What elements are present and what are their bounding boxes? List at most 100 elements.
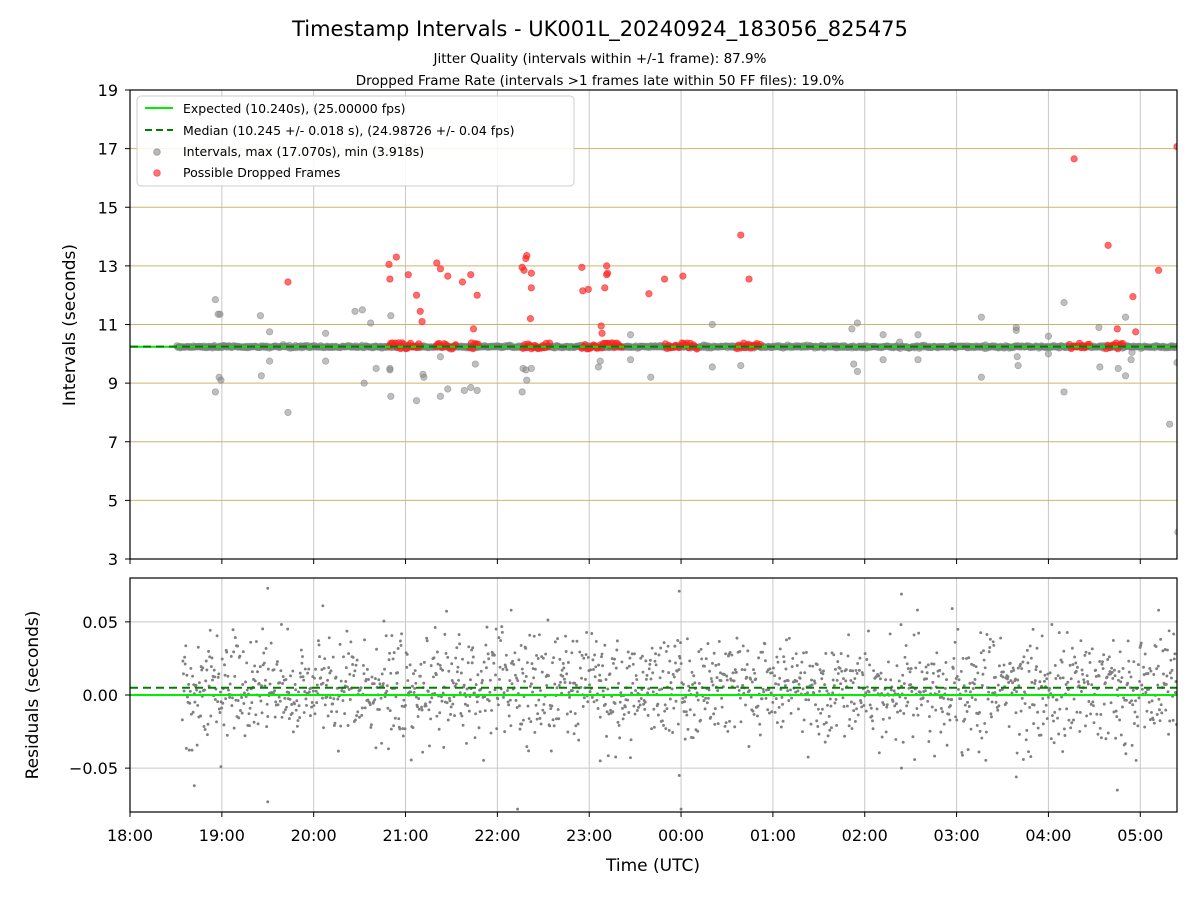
residual-point <box>268 682 272 686</box>
residual-point <box>526 704 530 708</box>
residual-point <box>942 722 946 726</box>
residual-point <box>716 689 720 693</box>
residual-point <box>287 717 291 721</box>
residual-point <box>420 708 424 712</box>
residual-point <box>724 652 728 656</box>
residual-point <box>465 687 469 691</box>
residual-point <box>560 691 564 695</box>
residual-point <box>182 689 186 693</box>
residual-point <box>1052 719 1056 723</box>
residual-point <box>368 703 372 707</box>
residual-point <box>514 673 517 677</box>
residual-point <box>908 670 912 674</box>
residual-point <box>571 639 575 643</box>
residual-point <box>1053 710 1057 714</box>
residual-point <box>471 646 475 650</box>
residual-point <box>490 708 493 712</box>
residual-point <box>973 678 977 681</box>
residual-point <box>291 669 295 673</box>
residual-point <box>343 712 347 716</box>
dropped-frame-point <box>1129 293 1137 301</box>
residual-point <box>562 666 566 670</box>
interval-outlier-point <box>284 408 292 417</box>
dropped-frame-point <box>386 275 394 283</box>
residual-point <box>311 689 315 693</box>
residual-point <box>537 698 541 702</box>
residual-point <box>547 674 550 678</box>
x-axis-ticks: 18:00 19:00 20:00 21:00 22:00 23:00 00:00 01:00… <box>107 812 1163 845</box>
interval-outlier-point <box>436 353 445 361</box>
residual-point <box>589 668 593 672</box>
residual-point <box>334 675 338 679</box>
residual-point <box>606 687 610 691</box>
residual-point <box>227 688 230 692</box>
residual-point <box>1164 708 1168 712</box>
residual-point <box>521 718 525 722</box>
residual-point <box>215 720 218 724</box>
residual-point <box>436 650 439 654</box>
residual-point <box>688 708 692 712</box>
residual-point <box>802 718 806 722</box>
residual-points <box>180 586 1177 816</box>
residual-point <box>888 716 892 720</box>
residual-point <box>381 682 385 685</box>
residual-point <box>570 651 574 655</box>
residual-point <box>357 715 361 719</box>
residual-point <box>188 701 192 705</box>
residual-point <box>297 704 301 708</box>
residual-point <box>296 719 300 722</box>
residual-point <box>938 668 942 672</box>
residual-point <box>644 659 648 663</box>
interval-outlier-point <box>211 295 220 304</box>
residual-point <box>277 695 281 699</box>
residual-point <box>767 688 771 692</box>
residual-point <box>479 669 483 673</box>
residual-point <box>570 689 574 693</box>
residual-point <box>584 677 587 681</box>
residual-point <box>984 758 988 762</box>
residual-point <box>509 608 513 612</box>
residual-point <box>1123 742 1127 746</box>
dropped-frame-point <box>545 339 554 347</box>
residual-point <box>1125 698 1128 702</box>
residual-point <box>247 712 251 716</box>
residual-point <box>774 682 778 686</box>
residual-point <box>245 688 249 692</box>
residual-point <box>303 690 307 694</box>
residual-point <box>492 653 496 657</box>
residual-point <box>984 730 988 734</box>
residual-point <box>635 678 639 682</box>
residual-point <box>436 662 440 666</box>
residual-point <box>1095 712 1099 716</box>
residual-point <box>598 759 602 763</box>
residual-point <box>599 679 603 683</box>
residual-point <box>682 710 686 714</box>
residual-point <box>493 688 497 692</box>
residual-point <box>989 712 993 716</box>
residual-point <box>937 690 941 694</box>
residual-point <box>835 723 839 727</box>
residual-point <box>826 703 829 707</box>
residual-point <box>439 695 443 699</box>
top-y-tick-label: 13 <box>98 257 118 276</box>
residual-point <box>500 625 504 629</box>
residual-point <box>662 641 666 645</box>
residual-point <box>841 677 845 681</box>
residual-point <box>400 704 404 708</box>
residual-point <box>1100 662 1104 666</box>
residual-point <box>852 709 856 713</box>
residual-point <box>579 685 583 689</box>
residual-point <box>474 683 478 687</box>
residual-point <box>732 679 736 683</box>
residual-point <box>528 633 532 637</box>
residual-point <box>562 677 566 681</box>
residual-point <box>684 695 688 699</box>
residual-point <box>286 627 290 631</box>
residual-point <box>737 689 741 692</box>
residual-point <box>873 688 877 692</box>
residual-point <box>217 672 221 676</box>
residual-point <box>463 813 466 816</box>
residual-point <box>647 687 651 691</box>
residual-point <box>601 664 605 668</box>
